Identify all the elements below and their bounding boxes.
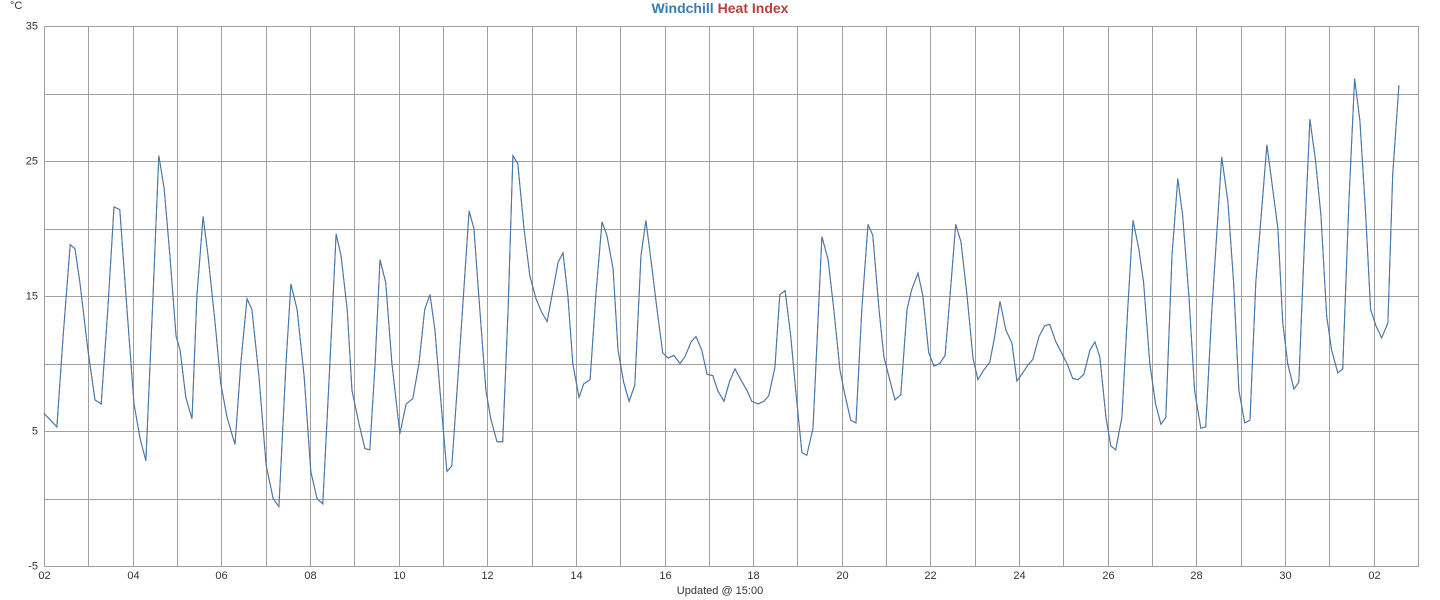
y-tick-label: 15	[26, 290, 38, 302]
y-tick-label: 5	[32, 425, 38, 437]
x-tick-label: 30	[1279, 570, 1291, 582]
legend-entry: Heat Index	[718, 0, 789, 16]
x-tick-label: 22	[924, 570, 936, 582]
x-tick-label: 14	[570, 570, 582, 582]
legend-entry: Windchill	[652, 0, 714, 16]
x-axis-label: Updated @ 15:00	[677, 585, 763, 597]
y-tick-label: -5	[28, 560, 38, 572]
x-tick-label: 24	[1013, 570, 1025, 582]
x-tick-label: 28	[1190, 570, 1202, 582]
x-tick-label: 16	[659, 570, 671, 582]
x-tick-label: 06	[215, 570, 227, 582]
x-tick-label: 08	[304, 570, 316, 582]
y-tick-label: 25	[26, 155, 38, 167]
x-tick-label: 02	[38, 570, 50, 582]
series-line	[43, 78, 1400, 509]
x-tick-label: 20	[836, 570, 848, 582]
x-tick-label: 26	[1102, 570, 1114, 582]
x-tick-label: 18	[747, 570, 759, 582]
legend: Windchill Heat Index	[652, 0, 789, 16]
y-tick-label: 35	[26, 20, 38, 32]
plot-border	[44, 26, 1419, 567]
x-tick-label: 10	[393, 570, 405, 582]
y-unit: °C	[10, 0, 22, 12]
series-line	[43, 78, 1400, 509]
x-tick-label: 04	[127, 570, 139, 582]
x-tick-label: 12	[481, 570, 493, 582]
x-tick-label: 02	[1368, 570, 1380, 582]
